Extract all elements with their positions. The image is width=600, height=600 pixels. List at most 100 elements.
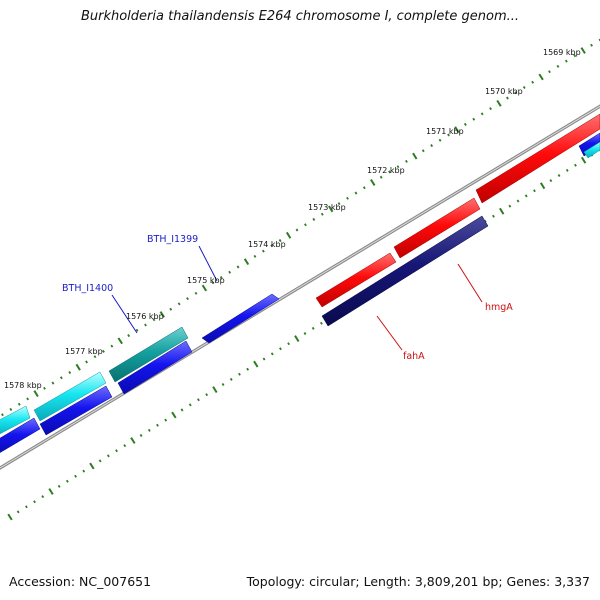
feature-cyan-edge[interactable] xyxy=(583,141,600,159)
ruler-minor-tick xyxy=(205,393,209,397)
feature-red-fahA[interactable] xyxy=(315,252,397,308)
ruler-major-tick xyxy=(294,335,300,343)
ruler-label-1569: 1569 kbp xyxy=(543,48,581,57)
ruler-major-tick xyxy=(285,231,292,239)
feature-cyan-1[interactable] xyxy=(33,371,107,422)
ruler-label-1578: 1578 kbp xyxy=(4,381,42,390)
ruler-minor-tick xyxy=(152,318,156,322)
ruler-minor-tick xyxy=(524,194,528,198)
ruler-label-1572: 1572 kbp xyxy=(367,166,405,175)
ruler-ticks xyxy=(1,38,600,521)
ruler-minor-tick xyxy=(57,484,61,488)
ruler-minor-tick xyxy=(17,402,21,406)
ruler-minor-tick xyxy=(556,64,560,68)
ruler-minor-tick xyxy=(102,349,105,353)
ruler-minor-tick xyxy=(573,54,577,58)
ruler-minor-tick xyxy=(396,165,400,169)
ruler-minor-tick xyxy=(279,347,282,351)
ruler-minor-tick xyxy=(211,281,215,285)
ruler-label-1570: 1570 kbp xyxy=(485,87,523,96)
ruler-minor-tick xyxy=(346,196,349,200)
ruler-minor-tick xyxy=(82,469,86,473)
ruler-minor-tick xyxy=(180,408,184,412)
feature-cds-lower-3[interactable] xyxy=(0,417,41,455)
ruler-major-tick xyxy=(580,47,586,54)
ruler-minor-tick xyxy=(26,397,30,401)
ruler-minor-tick xyxy=(295,228,299,232)
ruler-minor-tick xyxy=(320,321,323,325)
ruler-major-tick xyxy=(33,390,39,398)
ruler-minor-tick xyxy=(261,249,265,253)
ruler-minor-tick xyxy=(312,217,316,221)
ruler-minor-tick xyxy=(492,214,495,218)
feature-cds-reverse[interactable] xyxy=(321,215,489,327)
ruler-major-tick xyxy=(328,205,334,213)
backbone-inner xyxy=(0,105,600,469)
gene-label-hmgA[interactable]: hmgA xyxy=(485,302,513,313)
ruler-major-tick xyxy=(253,360,259,368)
ruler-minor-tick xyxy=(548,70,551,74)
ruler-minor-tick xyxy=(514,91,518,95)
ruler-major-tick xyxy=(212,386,218,394)
ruler-minor-tick xyxy=(197,398,200,402)
ruler-major-tick xyxy=(117,337,123,345)
ruler-minor-tick xyxy=(533,189,536,193)
ruler-minor-tick xyxy=(139,433,143,437)
feature-cds-bth-i1399[interactable] xyxy=(201,293,280,344)
feature-cds-lower-2[interactable] xyxy=(39,385,113,436)
ruler-minor-tick xyxy=(110,344,114,348)
feature-red-hmgA[interactable] xyxy=(393,197,481,259)
map-title: Burkholderia thailandensis E264 chromoso… xyxy=(80,9,520,24)
gene-label-bth-i1400[interactable]: BTH_I1400 xyxy=(62,283,113,294)
ruler-minor-tick xyxy=(93,355,97,359)
ruler-minor-tick xyxy=(1,413,4,417)
ruler-minor-tick xyxy=(489,107,492,111)
ruler-minor-tick xyxy=(51,381,55,385)
gene-label-fahA[interactable]: fahA xyxy=(403,351,425,362)
ruler-minor-tick xyxy=(33,500,36,504)
ruler-major-tick xyxy=(243,258,250,266)
feature-cyan-2[interactable] xyxy=(0,405,31,437)
ruler-minor-tick xyxy=(304,223,307,227)
ruler-major-tick xyxy=(171,411,177,419)
ruler-major-tick xyxy=(499,207,505,215)
ruler-minor-tick xyxy=(320,212,324,216)
ruler-minor-tick xyxy=(219,276,223,279)
ruler-major-tick xyxy=(130,437,136,444)
feature-cds-edge[interactable] xyxy=(578,132,600,157)
ruler-minor-tick xyxy=(516,199,520,203)
ruler-minor-tick xyxy=(506,96,509,100)
ruler-minor-tick xyxy=(106,454,110,458)
feature-red-3[interactable] xyxy=(475,113,600,204)
gene-label-bth-i1399[interactable]: BTH_I1399 xyxy=(147,234,198,245)
ruler-minor-tick xyxy=(557,174,561,177)
ruler-minor-tick xyxy=(278,239,282,243)
ruler-minor-tick xyxy=(337,202,341,206)
ruler-minor-tick xyxy=(270,244,274,248)
ruler-minor-tick xyxy=(303,332,307,335)
ruler-major-tick xyxy=(75,363,81,371)
ruler-minor-tick xyxy=(362,186,366,190)
ruler-minor-tick xyxy=(9,407,13,411)
ruler-minor-tick xyxy=(127,334,131,338)
genome-summary-text: Topology: circular; Length: 3,809,201 bp… xyxy=(246,574,590,589)
feature-teal-bth-i1400[interactable] xyxy=(108,326,189,383)
ruler-minor-tick xyxy=(68,371,72,374)
ruler-minor-tick xyxy=(186,297,189,301)
ruler-minor-tick xyxy=(43,386,46,390)
ruler-minor-tick xyxy=(565,168,569,172)
ruler-major-tick xyxy=(201,284,208,292)
ruler-minor-tick xyxy=(549,179,553,183)
ruler-minor-tick xyxy=(574,163,577,167)
ruler-minor-tick xyxy=(253,254,257,258)
ruler-major-tick xyxy=(496,99,502,107)
ruler-label-1571: 1571 kbp xyxy=(426,127,464,136)
ruler-minor-tick xyxy=(229,377,233,381)
ruler-minor-tick xyxy=(531,80,535,84)
ruler-minor-tick xyxy=(238,372,241,376)
ruler-minor-tick xyxy=(421,149,425,153)
feature-cds-lower-1[interactable] xyxy=(117,340,193,395)
ruler-major-tick xyxy=(370,179,376,186)
ruler-major-tick xyxy=(48,488,54,495)
